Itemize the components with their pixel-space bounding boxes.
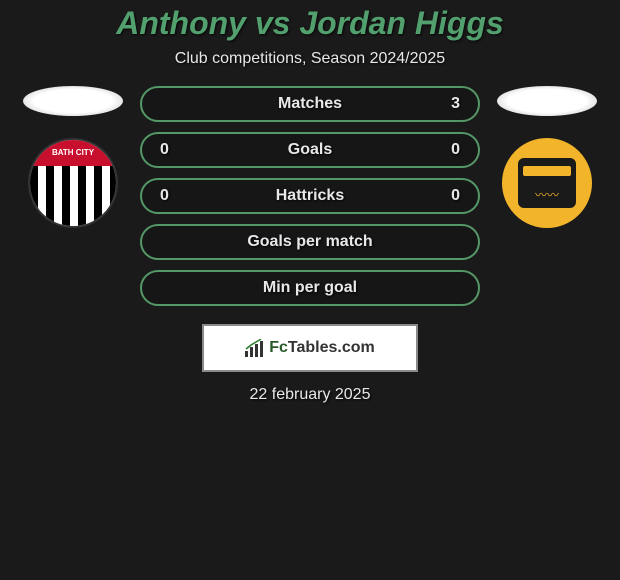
stat-row-goals: 0 Goals 0 [140, 132, 480, 168]
left-badge-stripes [30, 166, 116, 226]
stat-row-matches: Matches 3 [140, 86, 480, 122]
brand-text: FcTables.com [269, 339, 375, 357]
stat-label: Matches [278, 95, 342, 113]
stat-right-value: 3 [440, 95, 460, 113]
stat-label: Goals per match [247, 233, 372, 251]
date-line: 22 february 2025 [0, 386, 620, 404]
right-club-badge [502, 138, 592, 228]
stat-right-value: 0 [440, 141, 460, 159]
stat-label: Hattricks [276, 187, 344, 205]
left-avatar-placeholder [23, 86, 123, 116]
main-area: BATH CITY Matches 3 0 Goals 0 0 Hattrick… [0, 86, 620, 306]
left-club-badge: BATH CITY [28, 138, 118, 228]
stat-row-min-per-goal: Min per goal [140, 270, 480, 306]
brand-logo: FcTables.com [245, 339, 375, 357]
stat-left-value: 0 [160, 141, 180, 159]
subtitle: Club competitions, Season 2024/2025 [0, 50, 620, 68]
stat-right-value: 0 [440, 187, 460, 205]
stats-column: Matches 3 0 Goals 0 0 Hattricks 0 Goals … [140, 86, 480, 306]
left-player-column: BATH CITY [18, 86, 128, 228]
stat-row-hattricks: 0 Hattricks 0 [140, 178, 480, 214]
chart-icon [245, 339, 265, 357]
left-badge-text: BATH CITY [30, 140, 116, 166]
right-player-column [492, 86, 602, 228]
footer-brand-box: FcTables.com [202, 324, 418, 372]
comparison-card: Anthony vs Jordan Higgs Club competition… [0, 0, 620, 404]
brand-suffix: Tables.com [288, 339, 375, 356]
brand-prefix: Fc [269, 339, 288, 356]
stat-left-value: 0 [160, 187, 180, 205]
right-badge-inner [518, 158, 577, 208]
page-title: Anthony vs Jordan Higgs [0, 5, 620, 42]
stat-row-goals-per-match: Goals per match [140, 224, 480, 260]
stat-label: Min per goal [263, 279, 357, 297]
stat-label: Goals [288, 141, 332, 159]
right-avatar-placeholder [497, 86, 597, 116]
